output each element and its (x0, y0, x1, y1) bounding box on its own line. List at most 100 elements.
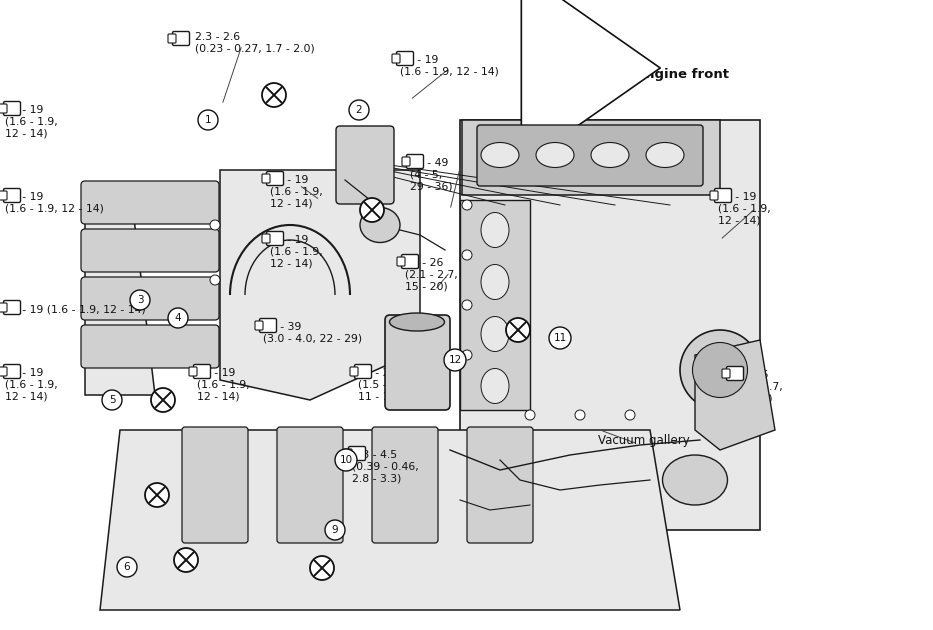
FancyBboxPatch shape (4, 301, 21, 314)
Circle shape (360, 198, 384, 222)
Circle shape (335, 449, 357, 471)
Circle shape (151, 388, 175, 412)
Circle shape (262, 83, 286, 107)
Text: 2.3 - 2.6
(0.23 - 0.27, 1.7 - 2.0): 2.3 - 2.6 (0.23 - 0.27, 1.7 - 2.0) (195, 32, 314, 54)
FancyBboxPatch shape (407, 154, 424, 168)
Text: 16 - 19
(1.6 - 1.9,
12 - 14): 16 - 19 (1.6 - 1.9, 12 - 14) (270, 235, 323, 268)
FancyBboxPatch shape (336, 126, 394, 204)
Ellipse shape (536, 142, 574, 168)
Ellipse shape (462, 200, 472, 210)
Circle shape (444, 349, 466, 371)
Ellipse shape (462, 350, 472, 360)
Ellipse shape (462, 300, 472, 310)
Text: Engine front: Engine front (636, 68, 729, 81)
Circle shape (549, 327, 571, 349)
Circle shape (145, 483, 169, 507)
Circle shape (349, 100, 369, 120)
FancyBboxPatch shape (182, 427, 248, 543)
FancyBboxPatch shape (722, 369, 730, 378)
FancyBboxPatch shape (385, 315, 450, 410)
FancyBboxPatch shape (4, 188, 21, 202)
FancyBboxPatch shape (81, 181, 219, 224)
Text: 16 - 19 (1.6 - 1.9, 12 - 14): 16 - 19 (1.6 - 1.9, 12 - 14) (5, 304, 146, 314)
Ellipse shape (481, 142, 519, 168)
FancyBboxPatch shape (397, 257, 405, 266)
FancyBboxPatch shape (262, 234, 270, 243)
Text: 16 - 19
(1.6 - 1.9,
12 - 14): 16 - 19 (1.6 - 1.9, 12 - 14) (718, 192, 771, 225)
Text: 16 - 19
(1.6 - 1.9,
12 - 14): 16 - 19 (1.6 - 1.9, 12 - 14) (5, 368, 58, 401)
FancyBboxPatch shape (81, 229, 219, 272)
FancyBboxPatch shape (81, 277, 219, 320)
Text: 4: 4 (174, 313, 181, 323)
Ellipse shape (692, 343, 747, 398)
Ellipse shape (481, 265, 509, 299)
FancyBboxPatch shape (0, 303, 7, 312)
Text: 15 - 25
(1.5 - 2.5,
11 - 18): 15 - 25 (1.5 - 2.5, 11 - 18) (358, 368, 411, 401)
Ellipse shape (462, 250, 472, 260)
FancyBboxPatch shape (727, 367, 744, 381)
Text: 12: 12 (449, 355, 462, 365)
Ellipse shape (525, 410, 535, 420)
Ellipse shape (210, 275, 220, 285)
FancyBboxPatch shape (262, 174, 270, 183)
Text: 10: 10 (340, 455, 353, 465)
FancyBboxPatch shape (710, 191, 718, 200)
Ellipse shape (360, 207, 400, 243)
Text: 29 - 39
(3.0 - 4.0, 22 - 29): 29 - 39 (3.0 - 4.0, 22 - 29) (263, 322, 362, 343)
Circle shape (130, 290, 150, 310)
Circle shape (506, 318, 530, 342)
Ellipse shape (389, 313, 444, 331)
Ellipse shape (481, 369, 509, 403)
Text: 11: 11 (553, 333, 566, 343)
FancyBboxPatch shape (467, 427, 533, 543)
FancyBboxPatch shape (350, 367, 358, 376)
Polygon shape (460, 120, 760, 530)
Text: 57 - 66
(5.8 - 6.7,
42 - 48): 57 - 66 (5.8 - 6.7, 42 - 48) (730, 370, 783, 403)
FancyBboxPatch shape (4, 101, 21, 115)
Polygon shape (220, 170, 420, 400)
FancyBboxPatch shape (392, 54, 400, 63)
FancyBboxPatch shape (267, 231, 284, 246)
Text: 21 - 26
(2.1 - 2.7,
15 - 20): 21 - 26 (2.1 - 2.7, 15 - 20) (405, 258, 458, 291)
FancyBboxPatch shape (189, 367, 197, 376)
FancyBboxPatch shape (267, 171, 284, 185)
Text: 1: 1 (204, 115, 211, 125)
Text: 6: 6 (124, 562, 131, 572)
Circle shape (325, 520, 345, 540)
Ellipse shape (680, 330, 760, 410)
Ellipse shape (646, 142, 684, 168)
Ellipse shape (210, 220, 220, 230)
Text: 3: 3 (137, 295, 144, 305)
FancyBboxPatch shape (355, 365, 371, 379)
Ellipse shape (575, 410, 585, 420)
Text: 16 - 19
(1.6 - 1.9,
12 - 14): 16 - 19 (1.6 - 1.9, 12 - 14) (5, 105, 58, 138)
Text: 16 - 19
(1.6 - 1.9,
12 - 14): 16 - 19 (1.6 - 1.9, 12 - 14) (270, 175, 323, 208)
FancyBboxPatch shape (173, 32, 189, 45)
FancyBboxPatch shape (0, 104, 7, 113)
Polygon shape (695, 340, 775, 450)
Circle shape (117, 557, 137, 577)
Text: 2: 2 (355, 105, 362, 115)
FancyBboxPatch shape (259, 319, 276, 333)
Circle shape (198, 110, 218, 130)
Polygon shape (462, 120, 720, 195)
FancyBboxPatch shape (715, 188, 731, 202)
FancyBboxPatch shape (0, 367, 7, 376)
Ellipse shape (662, 455, 728, 505)
Text: 9: 9 (332, 525, 339, 535)
Text: 39 - 49
(4 - 5,
29 - 36): 39 - 49 (4 - 5, 29 - 36) (410, 158, 453, 191)
FancyBboxPatch shape (401, 255, 419, 268)
Circle shape (168, 308, 188, 328)
Circle shape (310, 556, 334, 580)
FancyBboxPatch shape (193, 365, 211, 379)
Polygon shape (100, 430, 680, 610)
Ellipse shape (481, 212, 509, 248)
FancyBboxPatch shape (344, 449, 352, 458)
Polygon shape (85, 185, 155, 395)
FancyBboxPatch shape (402, 157, 410, 166)
Text: 16 - 19
(1.6 - 1.9, 12 - 14): 16 - 19 (1.6 - 1.9, 12 - 14) (400, 55, 499, 77)
FancyBboxPatch shape (255, 321, 263, 330)
Circle shape (102, 390, 122, 410)
Text: 16 - 19
(1.6 - 1.9, 12 - 14): 16 - 19 (1.6 - 1.9, 12 - 14) (5, 192, 104, 214)
Circle shape (174, 548, 198, 572)
